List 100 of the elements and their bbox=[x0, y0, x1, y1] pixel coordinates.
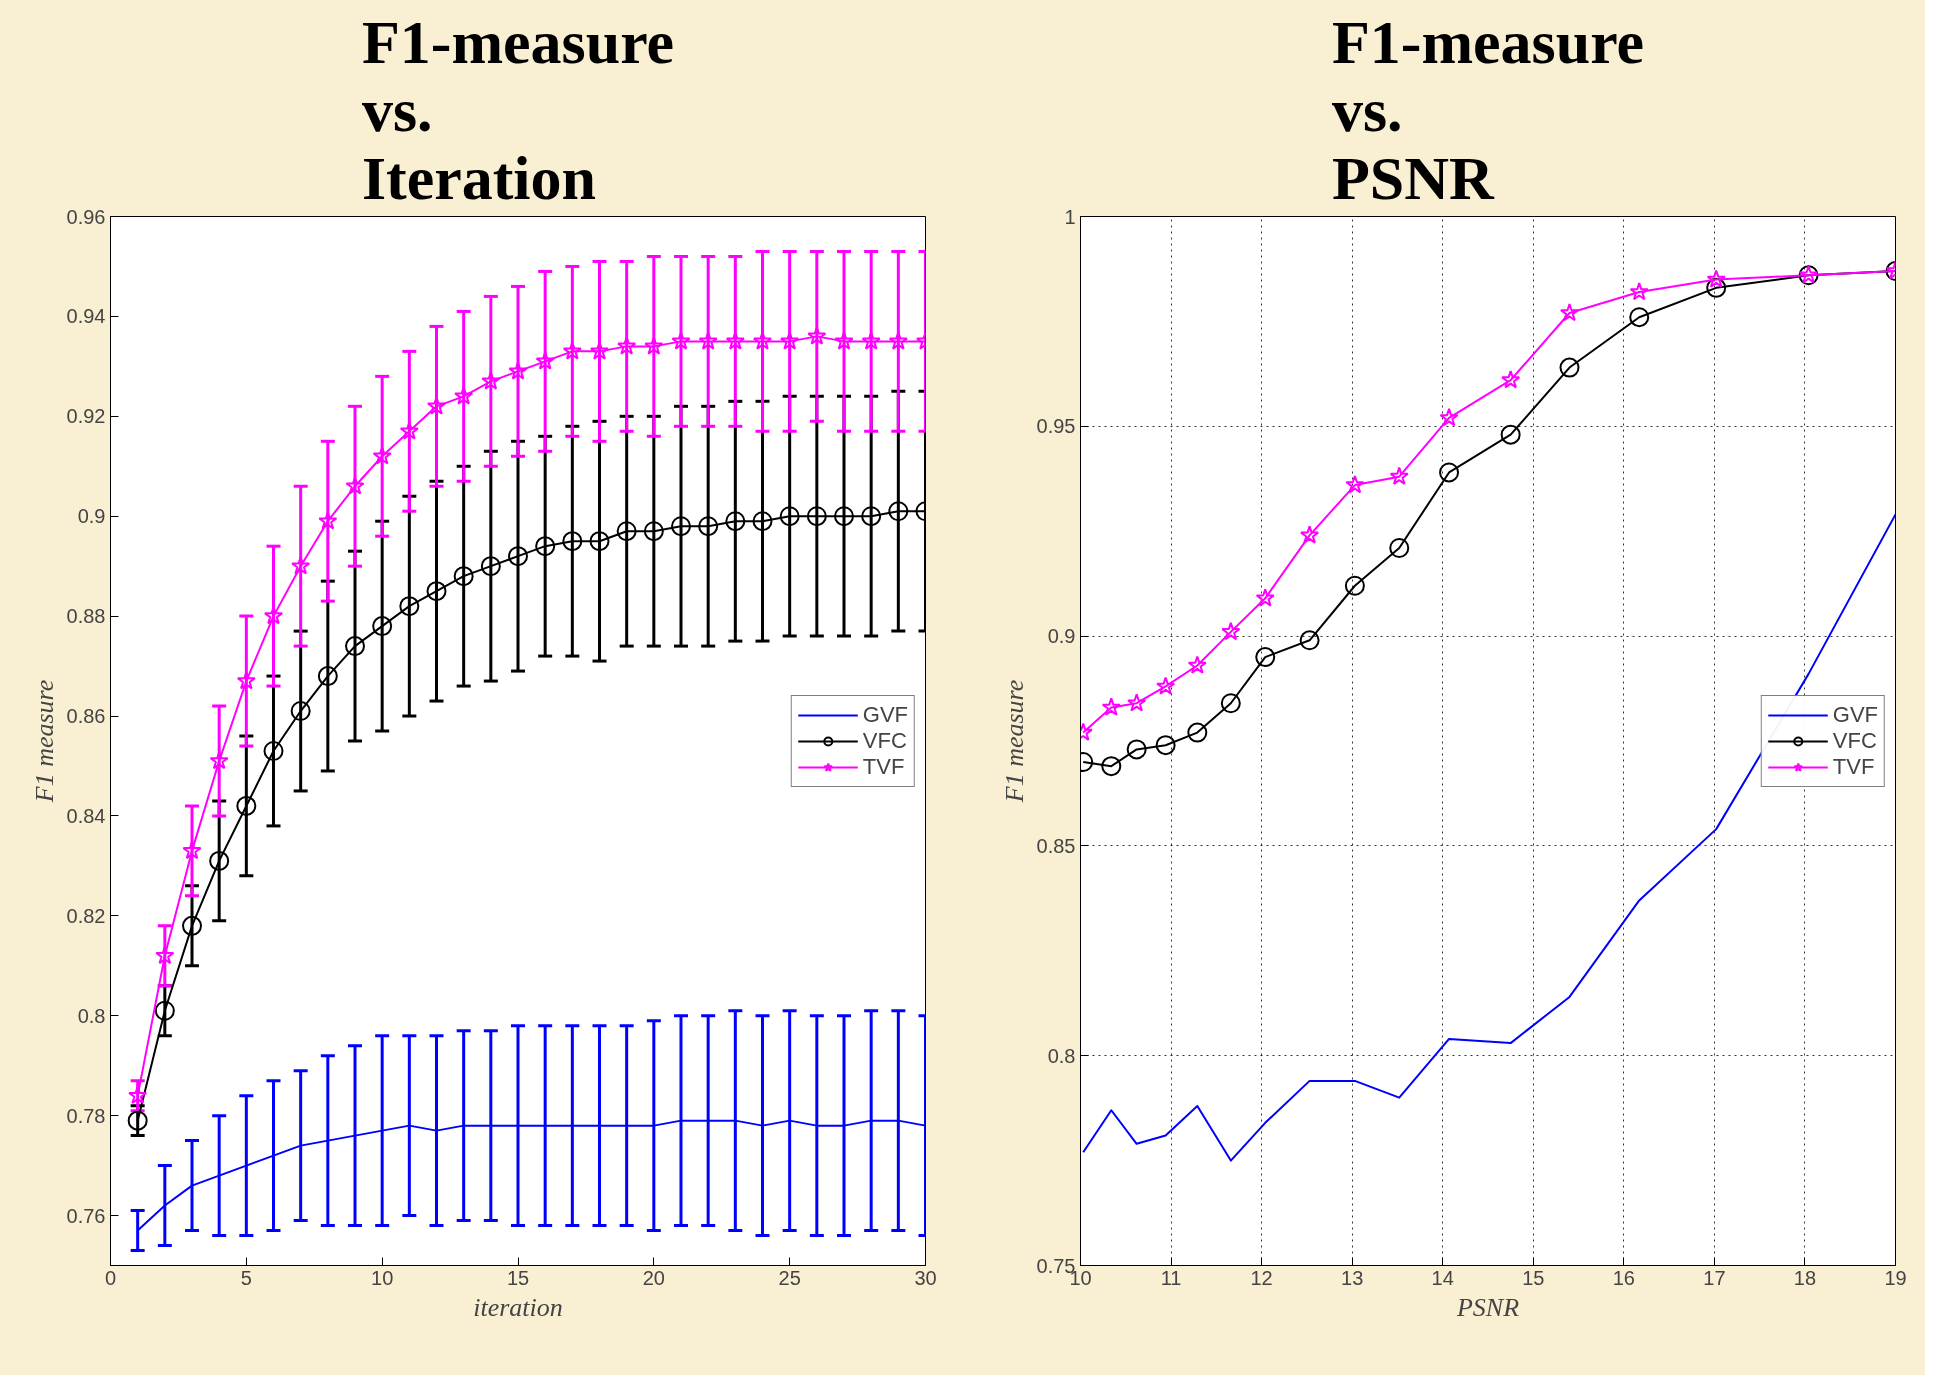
y-tick-label: 0.92 bbox=[66, 405, 106, 428]
legend-label: GVF bbox=[862, 701, 908, 728]
point bbox=[1155, 735, 1176, 756]
x-tick-label: 15 bbox=[506, 1266, 530, 1289]
x-tick-label: 19 bbox=[1884, 1266, 1907, 1289]
point bbox=[589, 341, 610, 360]
point bbox=[318, 511, 338, 530]
x-tick-label: 15 bbox=[1522, 1266, 1545, 1289]
point bbox=[317, 666, 338, 687]
point bbox=[1345, 475, 1365, 494]
x-tick-label: 5 bbox=[240, 1266, 252, 1289]
y-axis-title: F1 measure bbox=[999, 679, 1029, 804]
point bbox=[291, 556, 311, 575]
y-tick-label: 0.86 bbox=[66, 705, 106, 728]
x-tick-label: 17 bbox=[1703, 1266, 1726, 1289]
point bbox=[779, 506, 800, 527]
y-tick-label: 0.9 bbox=[1047, 625, 1076, 648]
point bbox=[888, 501, 909, 522]
point bbox=[617, 336, 637, 355]
x-tick-label: 10 bbox=[371, 1266, 394, 1289]
legend-label: GVF bbox=[1832, 701, 1878, 728]
legend-label: TVF bbox=[862, 753, 905, 780]
y-tick-label: 0.8 bbox=[77, 1004, 106, 1027]
point bbox=[182, 840, 202, 860]
x-axis-title: PSNR bbox=[1455, 1292, 1520, 1322]
point bbox=[372, 616, 393, 637]
x-tick-label: 11 bbox=[1160, 1266, 1182, 1289]
point bbox=[616, 521, 637, 542]
point bbox=[155, 945, 175, 965]
point bbox=[508, 546, 528, 567]
point bbox=[1156, 676, 1176, 695]
point bbox=[1127, 693, 1147, 712]
point bbox=[182, 915, 202, 936]
point bbox=[807, 326, 827, 345]
point bbox=[1299, 630, 1320, 651]
point bbox=[725, 511, 746, 532]
x-tick-label: 25 bbox=[778, 1266, 801, 1289]
point bbox=[1559, 357, 1580, 378]
point bbox=[345, 636, 365, 657]
y-tick-label: 0.88 bbox=[66, 605, 106, 628]
point bbox=[834, 506, 854, 527]
point bbox=[1126, 739, 1147, 760]
chart-title: F1-measure vs. Iteration bbox=[361, 7, 675, 212]
y-tick-label: 1 bbox=[1064, 205, 1076, 228]
point bbox=[290, 701, 311, 722]
point bbox=[1255, 588, 1275, 607]
point bbox=[1221, 621, 1241, 641]
point bbox=[1439, 462, 1460, 483]
point bbox=[698, 331, 718, 350]
point bbox=[1187, 722, 1208, 743]
chart-title: F1-measure vs. PSNR bbox=[1331, 7, 1645, 212]
x-tick-label: 30 bbox=[914, 1266, 937, 1289]
legend-label: VFC bbox=[862, 727, 907, 754]
point bbox=[236, 671, 256, 690]
point bbox=[1629, 282, 1649, 301]
x-tick-label: 13 bbox=[1341, 1266, 1364, 1289]
legend-label: TVF bbox=[1832, 753, 1875, 780]
point bbox=[127, 1110, 148, 1131]
point bbox=[1500, 424, 1521, 445]
y-tick-label: 0.95 bbox=[1036, 415, 1076, 438]
point bbox=[671, 331, 691, 350]
point bbox=[562, 341, 582, 360]
point bbox=[1300, 525, 1320, 544]
point bbox=[861, 506, 882, 527]
y-tick-label: 0.9 bbox=[77, 505, 106, 528]
point bbox=[236, 795, 257, 816]
point bbox=[725, 331, 745, 350]
x-tick-label: 16 bbox=[1612, 1266, 1635, 1289]
point bbox=[535, 536, 556, 557]
x-tick-label: 12 bbox=[1250, 1266, 1273, 1289]
point bbox=[263, 606, 284, 625]
point bbox=[209, 850, 230, 871]
line-series bbox=[1082, 513, 1896, 1162]
point bbox=[671, 516, 691, 537]
y-axis-title: F1 measure bbox=[29, 679, 59, 804]
y-tick-label: 0.82 bbox=[66, 904, 106, 927]
legend-label: VFC bbox=[1832, 727, 1877, 754]
point bbox=[644, 336, 664, 355]
y-tick-label: 0.85 bbox=[1036, 834, 1076, 857]
x-tick-label: 14 bbox=[1431, 1266, 1454, 1289]
y-tick-label: 0.84 bbox=[66, 804, 106, 827]
point bbox=[752, 511, 773, 532]
point bbox=[643, 521, 664, 542]
point bbox=[1255, 647, 1276, 668]
x-tick-label: 20 bbox=[642, 1266, 665, 1289]
point bbox=[128, 1085, 148, 1104]
point bbox=[780, 331, 800, 350]
point bbox=[372, 446, 392, 465]
point bbox=[698, 516, 719, 537]
point bbox=[1706, 277, 1727, 298]
point bbox=[263, 741, 284, 761]
point bbox=[154, 1000, 175, 1021]
point bbox=[861, 331, 881, 350]
point bbox=[535, 351, 555, 370]
point bbox=[562, 531, 583, 552]
point bbox=[806, 506, 827, 527]
x-tick-label: 0 bbox=[104, 1266, 117, 1289]
point bbox=[1501, 370, 1521, 389]
point bbox=[454, 386, 474, 405]
point bbox=[426, 396, 447, 415]
